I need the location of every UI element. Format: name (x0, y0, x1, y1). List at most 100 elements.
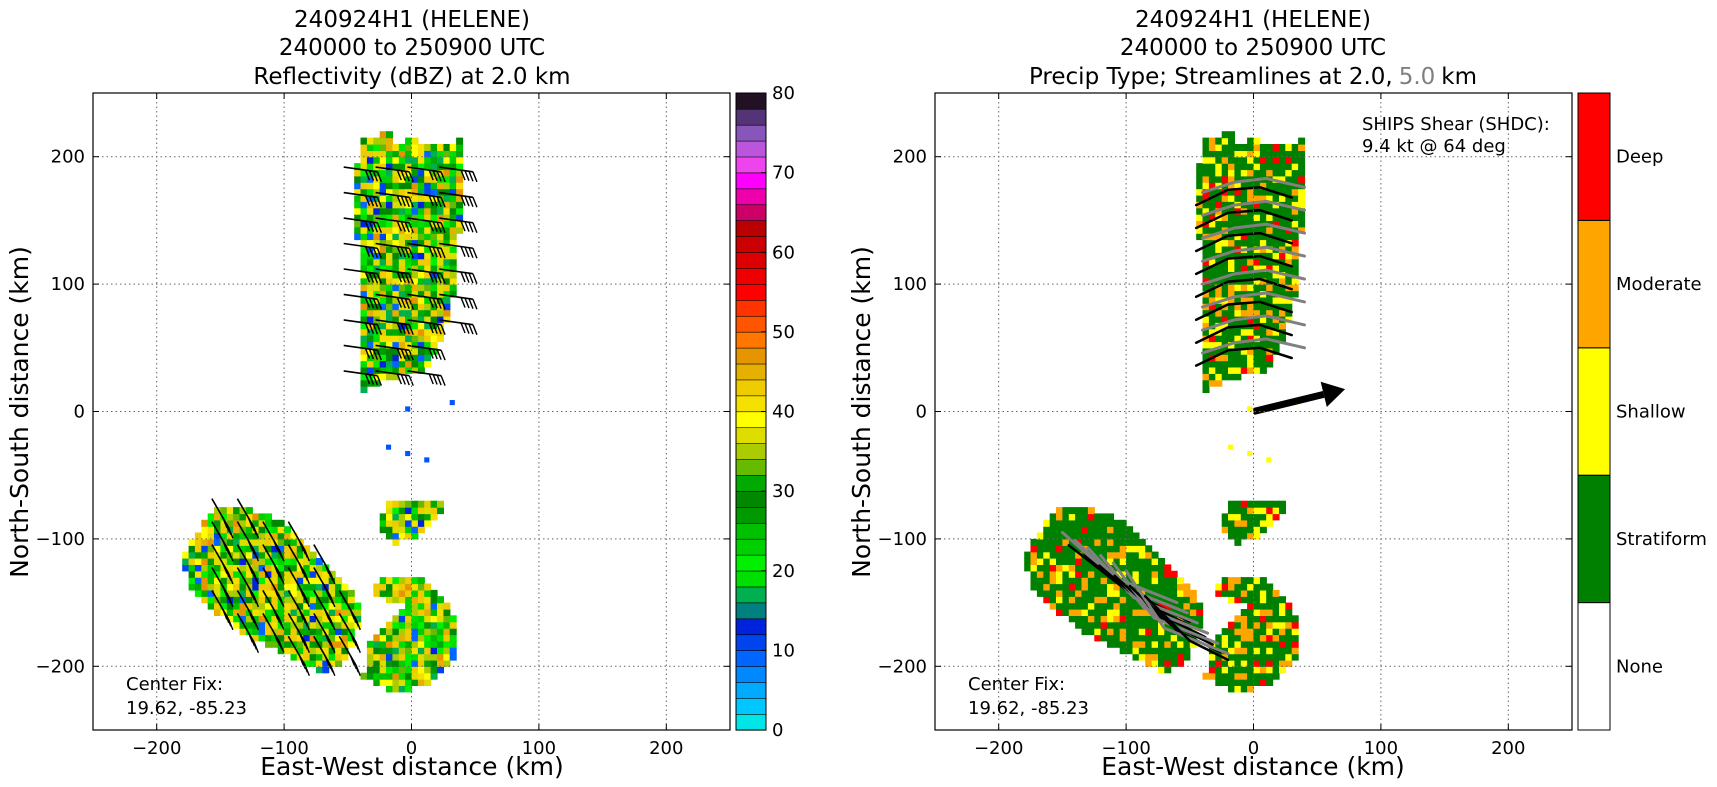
echo-cell (1240, 271, 1248, 279)
echo-cell (1253, 615, 1261, 623)
echo-cell (1272, 328, 1280, 336)
echo-cell (1285, 659, 1293, 667)
echo-cell (245, 532, 253, 540)
echo-cell (1215, 220, 1223, 228)
echo-cell (1234, 233, 1242, 241)
echo-cell (443, 156, 451, 164)
streamline (1194, 323, 1293, 344)
echo-cell (1253, 284, 1261, 292)
echo-cell (1075, 551, 1083, 559)
echo-cell (1266, 214, 1274, 221)
echo-cell (443, 169, 451, 177)
echo-cell (1215, 672, 1223, 680)
echo-cell (214, 545, 221, 553)
echo-cell (1266, 647, 1274, 655)
echo-cell (1068, 609, 1076, 616)
echo-cell (1075, 532, 1083, 540)
echo-cell (1266, 169, 1274, 177)
echo-cell (411, 277, 419, 285)
echo-cell (1266, 653, 1274, 661)
echo-cell (398, 328, 406, 336)
echo-cell (290, 602, 298, 610)
echo-cell (411, 532, 419, 540)
echo-cell (1279, 226, 1286, 234)
echo-cell (1240, 188, 1248, 196)
echo-cell (1107, 621, 1114, 629)
echo-cell (1113, 609, 1121, 616)
echo-cell (1272, 507, 1280, 515)
echo-cell (1062, 596, 1070, 604)
echo-cell (411, 615, 419, 623)
echo-cell (1253, 589, 1261, 597)
echo-cell (1208, 315, 1216, 323)
echo-cell (226, 545, 234, 553)
echo-cell (1285, 175, 1293, 183)
echo-cell (424, 634, 432, 642)
echo-cell (417, 589, 425, 597)
echo-cell (1272, 233, 1280, 241)
echo-cell (296, 621, 304, 629)
echo-cell (443, 609, 451, 616)
echo-cell (424, 328, 432, 336)
echo-cell (360, 277, 368, 285)
echo-cell (379, 322, 387, 330)
echo-cell (1253, 513, 1261, 521)
echo-cell (303, 609, 311, 616)
echo-cell (328, 615, 336, 623)
echo-cell (1234, 150, 1242, 158)
echo-cell (1266, 144, 1274, 151)
echo-cell (1234, 532, 1242, 540)
echo-cell (1272, 628, 1280, 636)
echo-cell (1253, 258, 1261, 266)
echo-cell (1259, 156, 1267, 164)
echo-cell (290, 621, 298, 629)
echo-cell (277, 558, 285, 565)
echo-cell (1228, 666, 1235, 674)
echo-cell (379, 513, 387, 521)
echo-cell (245, 551, 253, 559)
echo-cell (386, 685, 393, 693)
echo-cell (1158, 583, 1165, 591)
echo-cell (379, 354, 387, 362)
echo-cell (424, 252, 432, 260)
x-tick-label: 100 (1364, 738, 1398, 759)
colorbar-swatch (735, 618, 767, 636)
echo-cell (398, 589, 406, 597)
echo-cell (398, 672, 406, 680)
echo-cell (245, 526, 253, 534)
echo-cell (1291, 188, 1299, 196)
echo-cell (1164, 666, 1172, 674)
echo-cell (1247, 144, 1255, 151)
echo-cell (430, 328, 438, 336)
wind-barb (343, 166, 383, 183)
echo-cell (392, 659, 400, 667)
echo-cell (1228, 265, 1235, 272)
echo-cell (1259, 309, 1267, 317)
colorbar-category-label: None (1616, 656, 1663, 677)
echo-cell (1094, 609, 1102, 616)
echo-cell (1253, 347, 1261, 355)
echo-cell (411, 226, 419, 234)
echo-cell (188, 545, 196, 553)
echo-cell (1049, 589, 1057, 597)
echo-cell (1272, 150, 1280, 158)
echo-cell (1107, 545, 1114, 553)
echo-cell (1215, 589, 1223, 597)
echo-cell (386, 188, 393, 196)
echo-cell (315, 659, 323, 667)
echo-cell (1240, 252, 1248, 260)
echo-cell (1138, 621, 1146, 629)
echo-cell (1291, 194, 1299, 202)
left-title-line-1: 240924H1 (HELENE) (294, 7, 530, 33)
echo-cell (1291, 239, 1299, 247)
echo-cell (1202, 150, 1210, 158)
echo-cell (1132, 621, 1140, 629)
echo-cell (386, 290, 393, 298)
echo-cell (443, 615, 451, 623)
echo-cell (405, 653, 413, 661)
echo-cell (1253, 634, 1261, 642)
echo-cell (449, 169, 457, 177)
echo-cell (265, 577, 272, 585)
echo-cell (1138, 640, 1146, 648)
echo-cell (1259, 144, 1267, 151)
